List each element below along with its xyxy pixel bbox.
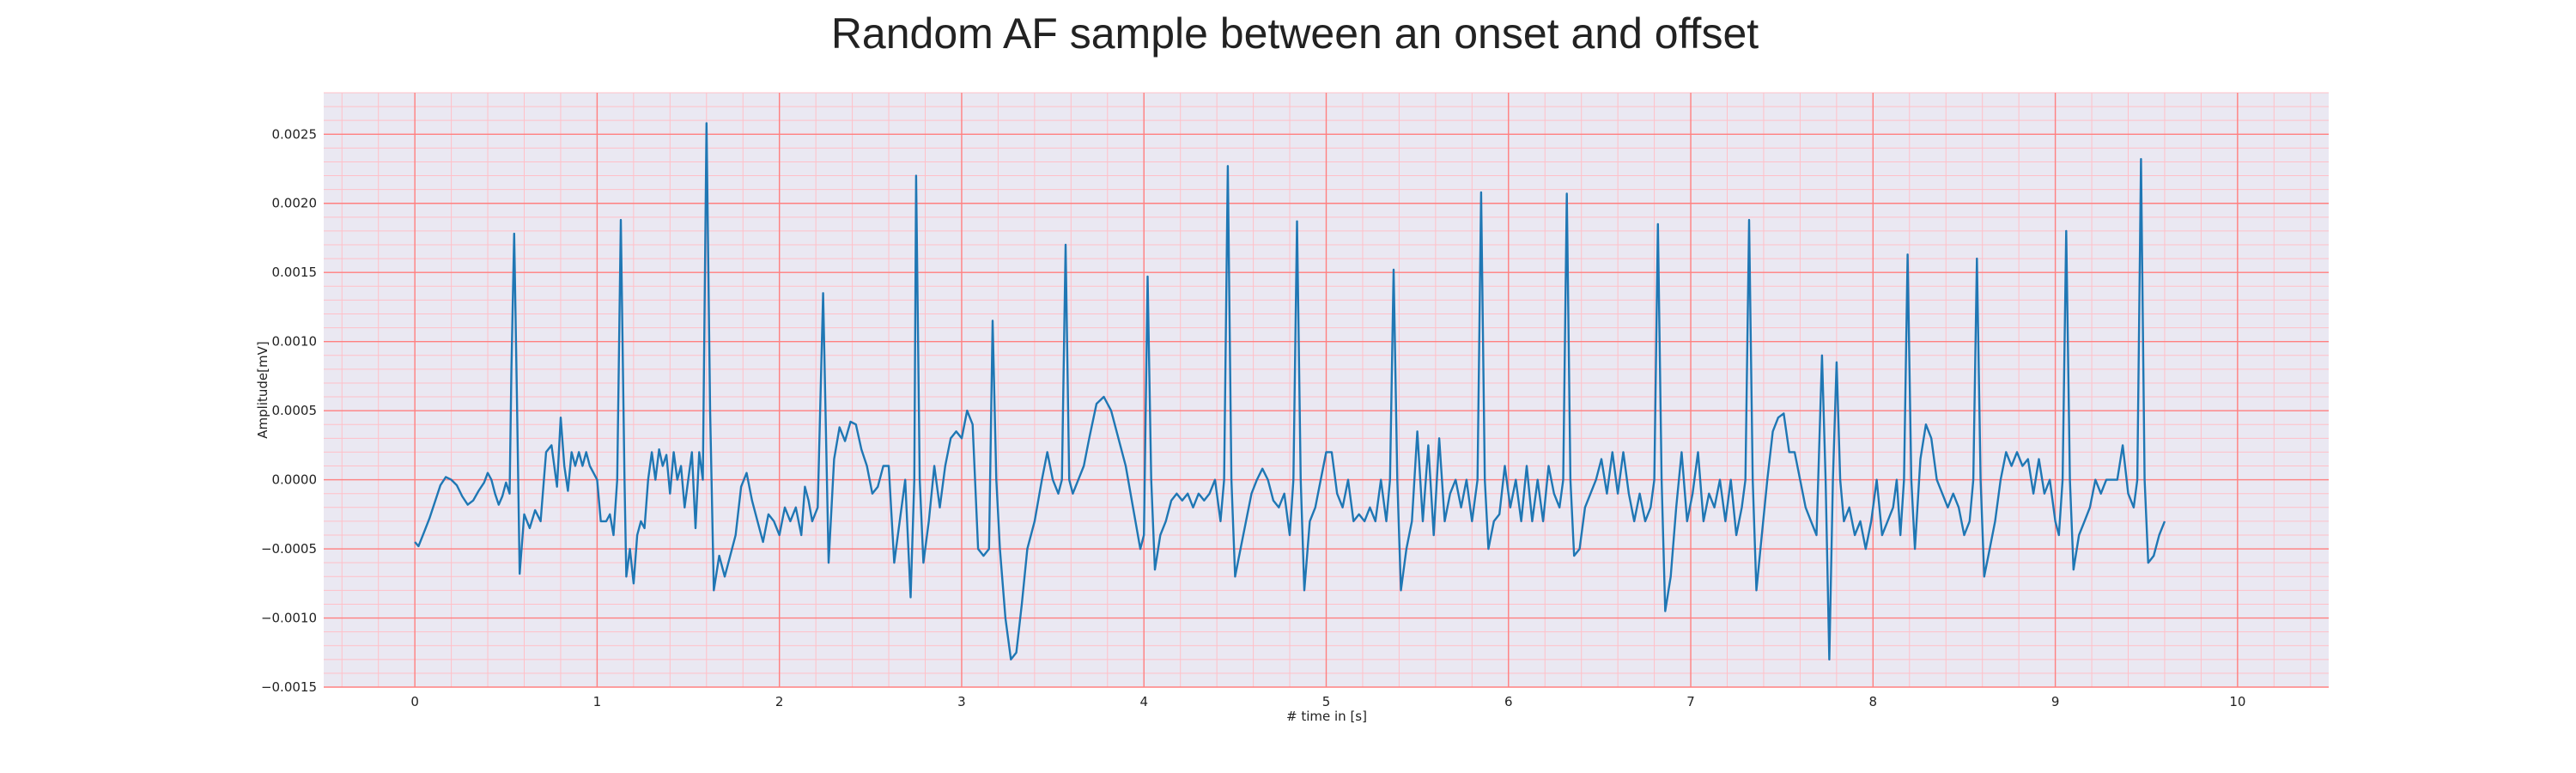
y-tick-label: 0.0020 bbox=[272, 196, 318, 211]
series-layer bbox=[414, 122, 2166, 660]
x-tick-label: 10 bbox=[2229, 694, 2245, 709]
y-tick-label: 0.0015 bbox=[272, 265, 318, 280]
y-tick-label: 0.0000 bbox=[272, 472, 318, 488]
y-tick-label: −0.0005 bbox=[261, 541, 317, 557]
x-tick-label: 0 bbox=[410, 694, 419, 709]
y-tick-label: 0.0005 bbox=[272, 403, 318, 418]
x-tick-label: 4 bbox=[1139, 694, 1148, 709]
x-axis-label: # time in [s] bbox=[1286, 709, 1367, 724]
tick-layer: 0 1 2 3 4 5 6 7 8 9 10 −0.0015 −0.0010 −0.0005 0.0000 0… bbox=[261, 126, 2245, 709]
series-line bbox=[414, 122, 2166, 660]
x-tick-label: 1 bbox=[593, 694, 602, 709]
x-tick-label: 7 bbox=[1686, 694, 1695, 709]
chart-title: Random AF sample between an onset and of… bbox=[831, 9, 1759, 58]
y-tick-label: −0.0010 bbox=[261, 611, 317, 626]
y-tick-label: −0.0015 bbox=[261, 679, 317, 695]
y-axis-label: Amplitude[mV] bbox=[255, 341, 270, 438]
x-tick-label: 2 bbox=[775, 694, 784, 709]
x-tick-label: 9 bbox=[2051, 694, 2060, 709]
x-tick-label: 8 bbox=[1869, 694, 1878, 709]
x-tick-label: 6 bbox=[1504, 694, 1513, 709]
major-grid bbox=[324, 93, 2329, 688]
y-tick-label: 0.0010 bbox=[272, 334, 318, 350]
y-tick-label: 0.0025 bbox=[272, 126, 318, 142]
x-tick-label: 3 bbox=[957, 694, 966, 709]
x-tick-label: 5 bbox=[1322, 694, 1331, 709]
